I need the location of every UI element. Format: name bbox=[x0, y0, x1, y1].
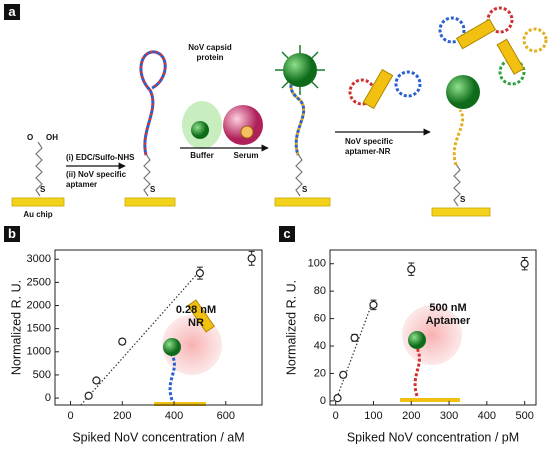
y-tick-label: 20 bbox=[314, 367, 326, 379]
data-point bbox=[350, 333, 359, 342]
serum-drop bbox=[223, 105, 263, 145]
x-axis-label: Spiked NoV concentration / aM bbox=[72, 430, 244, 444]
y-tick-label: 100 bbox=[308, 258, 326, 270]
data-point bbox=[339, 370, 348, 379]
step-text: aptamer-NR bbox=[345, 147, 391, 156]
chip bbox=[431, 207, 491, 217]
y-tick-label: 0 bbox=[320, 395, 326, 407]
inset-b bbox=[154, 299, 222, 406]
y-axis-label: Normalized R. U. bbox=[9, 280, 23, 375]
x-tick-label: 0 bbox=[333, 410, 339, 422]
y-tick-label: 2500 bbox=[27, 276, 51, 288]
panel-box bbox=[4, 226, 20, 242]
protein bbox=[240, 125, 254, 139]
virus bbox=[446, 75, 480, 109]
data-point bbox=[195, 269, 204, 278]
protein-text: NoV capsid bbox=[188, 43, 232, 52]
plot-frame bbox=[329, 249, 537, 406]
x-tick-label: 300 bbox=[440, 410, 458, 422]
x-tick-label: 100 bbox=[364, 410, 382, 422]
x-tick-label: 200 bbox=[402, 410, 420, 422]
nanorod-complex bbox=[438, 6, 548, 86]
panel-label: b bbox=[8, 226, 16, 241]
annotation: 500 nM bbox=[429, 302, 466, 314]
chip bbox=[124, 197, 176, 207]
linker bbox=[35, 141, 43, 197]
nanorod-complex bbox=[348, 68, 422, 110]
x-tick-label: 500 bbox=[515, 410, 533, 422]
protein-text: protein bbox=[196, 53, 223, 62]
aptamer bbox=[139, 50, 167, 156]
serum-label: Serum bbox=[234, 151, 259, 160]
x-tick-label: 400 bbox=[165, 410, 183, 422]
inset-c bbox=[400, 305, 462, 402]
x-tick-label: 0 bbox=[67, 410, 73, 422]
sulfur: S bbox=[150, 185, 156, 194]
virus bbox=[191, 121, 209, 139]
y-tick-label: 1500 bbox=[27, 323, 51, 335]
data-point bbox=[520, 259, 529, 268]
y-tick-label: 40 bbox=[314, 340, 326, 352]
schematic: a Au chip S OH O (i) EDC/Sulfo-NHS (ii) … bbox=[4, 4, 548, 219]
x-tick-label: 200 bbox=[113, 410, 131, 422]
panel-label: a bbox=[8, 4, 16, 19]
step-text: aptamer bbox=[66, 180, 97, 189]
y-tick-label: 3000 bbox=[27, 253, 51, 265]
buffer-label: Buffer bbox=[190, 151, 214, 160]
data-point bbox=[118, 337, 127, 346]
data-point bbox=[369, 300, 378, 309]
step-text: NoV specific bbox=[345, 137, 394, 146]
hydroxyl: OH bbox=[46, 133, 58, 142]
sulfur: S bbox=[460, 195, 466, 204]
step-text: (i) EDC/Sulfo-NHS bbox=[66, 153, 135, 162]
linker bbox=[453, 163, 461, 207]
oxygen: O bbox=[27, 133, 33, 142]
data-point bbox=[407, 265, 416, 274]
chip-label: Au chip bbox=[23, 210, 52, 219]
aptamer bbox=[139, 50, 167, 156]
sulfur: S bbox=[302, 185, 308, 194]
aptamer bbox=[289, 78, 306, 156]
sulfur: S bbox=[40, 185, 46, 194]
panel-box bbox=[279, 226, 295, 242]
linker bbox=[295, 153, 303, 197]
y-axis-label: Normalized R. U. bbox=[284, 280, 298, 375]
chip bbox=[11, 197, 65, 207]
annotation: Aptamer bbox=[426, 315, 471, 327]
y-tick-label: 0 bbox=[45, 392, 51, 404]
plot-frame bbox=[54, 249, 263, 406]
aptamer bbox=[452, 109, 465, 166]
y-tick-label: 80 bbox=[314, 285, 326, 297]
x-axis-label: Spiked NoV concentration / pM bbox=[347, 430, 519, 444]
x-tick-label: 400 bbox=[478, 410, 496, 422]
chip bbox=[274, 197, 331, 207]
linker bbox=[143, 153, 151, 197]
y-tick-label: 2000 bbox=[27, 299, 51, 311]
data-point bbox=[84, 391, 93, 400]
fit-line bbox=[335, 299, 375, 402]
step-text: (ii) NoV specific bbox=[66, 170, 127, 179]
data-point bbox=[92, 376, 101, 385]
panel-box bbox=[4, 4, 20, 20]
data-point bbox=[247, 254, 256, 263]
panel-label: c bbox=[283, 226, 290, 241]
data-point bbox=[333, 394, 342, 403]
y-tick-label: 60 bbox=[314, 312, 326, 324]
x-tick-label: 600 bbox=[217, 410, 235, 422]
virus bbox=[283, 53, 317, 87]
annotation: NR bbox=[188, 317, 204, 329]
annotation: 0.28 nM bbox=[176, 304, 216, 316]
y-tick-label: 500 bbox=[33, 369, 51, 381]
y-tick-label: 1000 bbox=[27, 346, 51, 358]
